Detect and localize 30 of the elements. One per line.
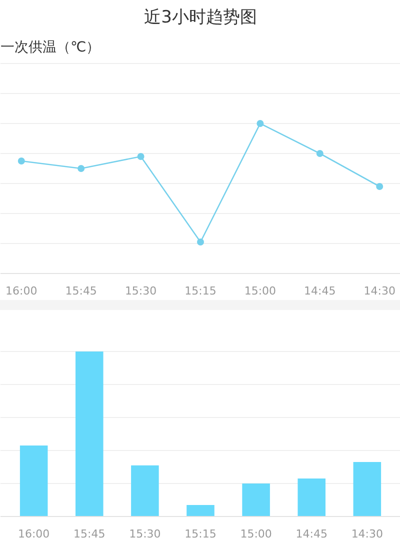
bar bbox=[20, 446, 48, 516]
x-tick-label: 15:45 bbox=[65, 284, 97, 298]
x-tick-label: 15:45 bbox=[74, 528, 106, 540]
bar bbox=[131, 465, 159, 516]
bar bbox=[76, 351, 104, 516]
x-tick-label: 15:30 bbox=[129, 528, 161, 540]
point bbox=[137, 153, 144, 160]
bar bbox=[186, 504, 214, 516]
bar bbox=[242, 483, 270, 516]
bar bbox=[298, 478, 326, 516]
chart-title: 近3小时趋势图 bbox=[144, 8, 257, 28]
point bbox=[197, 238, 204, 246]
point bbox=[376, 183, 384, 190]
x-tick-label: 15:15 bbox=[184, 284, 216, 298]
x-tick-label: 16:00 bbox=[18, 528, 50, 540]
x-tick-label: 14:45 bbox=[304, 284, 336, 298]
point bbox=[256, 120, 264, 127]
point bbox=[316, 150, 324, 157]
x-tick-label: 16:00 bbox=[6, 284, 38, 298]
x-tick-label: 15:15 bbox=[184, 528, 216, 540]
point bbox=[78, 165, 85, 172]
y-axis-title: 一次供温（℃） bbox=[0, 40, 100, 56]
point bbox=[18, 158, 25, 164]
x-tick-label: 15:30 bbox=[124, 284, 157, 298]
bar bbox=[353, 462, 382, 516]
x-tick-label: 15:00 bbox=[240, 528, 272, 540]
x-tick-label: 14:30 bbox=[351, 528, 384, 540]
x-tick-label: 14:30 bbox=[364, 284, 396, 298]
x-tick-label: 15:00 bbox=[244, 284, 276, 298]
x-tick-label: 14:45 bbox=[296, 528, 328, 540]
